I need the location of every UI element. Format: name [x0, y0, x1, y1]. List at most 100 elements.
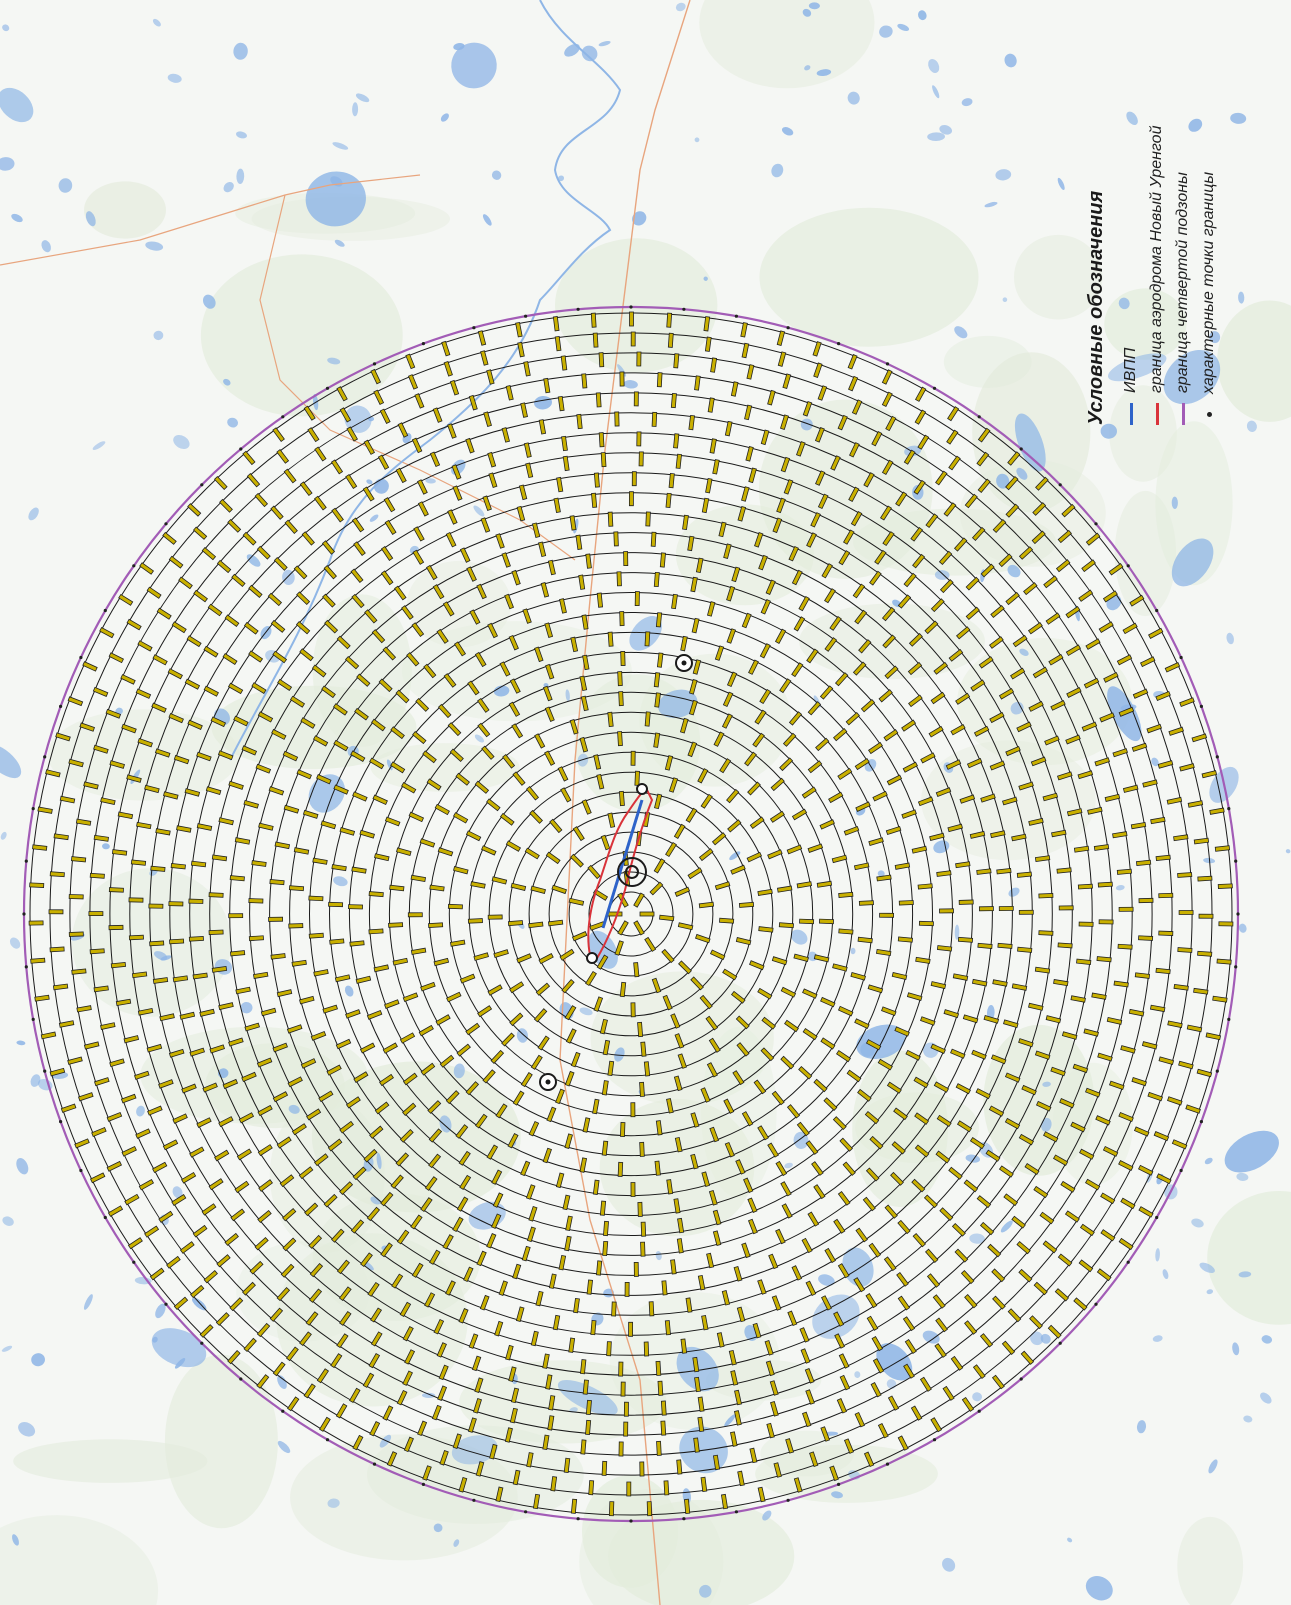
lake	[333, 876, 348, 887]
ring-label-mark	[248, 584, 263, 599]
ring-label-mark	[1083, 677, 1100, 689]
ring-label-mark	[820, 1037, 836, 1050]
ring-label-mark	[664, 1320, 671, 1336]
ring-label-mark	[67, 696, 84, 707]
ring-label-mark	[538, 419, 547, 435]
ring-label-mark	[1033, 1281, 1048, 1296]
ring-label-mark	[1065, 644, 1081, 657]
ring-label-mark	[871, 431, 883, 447]
ring-label-mark	[156, 607, 172, 620]
ring-label-mark	[128, 934, 144, 941]
ring-label-mark	[465, 437, 475, 454]
ring-label-mark	[328, 901, 344, 908]
ring-label-mark	[447, 722, 462, 737]
ring-label-mark	[752, 1322, 762, 1339]
ring-label-mark	[168, 901, 184, 907]
ring-label-mark	[456, 1043, 471, 1057]
ring-label-mark	[402, 1102, 417, 1116]
ring-label-mark	[495, 533, 505, 549]
ring-label-mark	[243, 621, 259, 635]
ring-label-mark	[1057, 771, 1073, 781]
ring-label-mark	[992, 518, 1007, 534]
ring-label-mark	[855, 801, 871, 812]
ring-label-mark	[428, 922, 444, 929]
ring-label-mark	[881, 606, 896, 622]
ring-label-mark	[1076, 958, 1092, 965]
ring-label-mark	[422, 750, 437, 764]
lake	[557, 1379, 618, 1416]
ring-label-mark	[760, 599, 771, 615]
boundary-point	[1126, 564, 1130, 568]
ring-label-mark	[465, 830, 482, 842]
ring-label-mark	[1164, 662, 1181, 673]
ring-label-mark	[1117, 943, 1133, 950]
ring-label-mark	[882, 634, 896, 649]
ring-label-mark	[208, 1178, 224, 1191]
ring-label-mark	[304, 1202, 319, 1217]
ring-label-mark	[867, 984, 884, 994]
ring-label-mark	[394, 585, 407, 601]
ring-label-mark	[186, 635, 202, 648]
ring-label-mark	[512, 1090, 525, 1106]
ring-label-mark	[788, 711, 803, 726]
ring-label-mark	[428, 1153, 442, 1169]
ring-label-mark	[630, 331, 636, 347]
ring-label-mark	[201, 546, 217, 561]
lake	[433, 1523, 443, 1533]
ring-label-mark	[960, 1270, 975, 1285]
ring-label-mark	[620, 1381, 626, 1397]
ring-label-mark	[92, 686, 109, 697]
ring-label-mark	[335, 1038, 352, 1050]
ring-label-mark	[276, 1136, 292, 1149]
ring-label-mark	[257, 1144, 273, 1157]
ring-label-mark	[833, 1218, 846, 1234]
boundary-point	[79, 655, 83, 660]
ring-label-mark	[618, 790, 625, 807]
ring-label-mark	[213, 475, 228, 491]
ring-label-mark	[701, 497, 710, 514]
ring-label-mark	[805, 1389, 815, 1405]
ring-label-mark	[438, 1364, 449, 1381]
ring-label-mark	[780, 456, 791, 473]
ring-label-mark	[555, 1172, 565, 1189]
ring-label-mark	[1134, 972, 1151, 979]
ring-label-mark	[59, 795, 76, 804]
ring-label-mark	[467, 680, 480, 696]
ring-label-mark	[269, 1307, 284, 1322]
ring-label-mark	[1054, 1288, 1070, 1302]
ring-label-mark	[445, 1090, 460, 1105]
land-patch	[706, 1359, 822, 1401]
ring-label-mark	[735, 1159, 746, 1175]
ring-label-mark	[913, 1076, 929, 1089]
ring-label-mark	[401, 782, 417, 794]
ring-label-mark	[997, 942, 1013, 949]
ring-label-mark	[722, 968, 738, 981]
ring-label-mark	[935, 1317, 948, 1333]
ring-label-mark	[249, 1260, 264, 1275]
legend-swatch-aerodrome-boundary	[1155, 403, 1159, 425]
ring-label-mark	[495, 1486, 504, 1503]
boundary-point	[24, 859, 28, 863]
land-patch	[13, 1439, 208, 1483]
ring-label-mark	[569, 515, 577, 531]
ring-label-mark	[554, 335, 562, 352]
ring-label-mark	[868, 1242, 882, 1258]
ring-label-mark	[420, 1062, 436, 1076]
ring-label-mark	[402, 1072, 418, 1086]
ring-label-mark	[829, 615, 842, 631]
ring-label-mark	[1079, 1148, 1095, 1160]
ring-label-mark	[382, 646, 397, 661]
aerodrome-reference-point	[617, 857, 647, 887]
ring-label-mark	[599, 1200, 607, 1216]
lake	[453, 1063, 465, 1079]
ring-label-mark	[643, 1341, 650, 1357]
land-patch	[760, 1430, 854, 1477]
ring-label-mark	[712, 1230, 722, 1246]
ring-label-mark	[591, 492, 598, 508]
ring-label-mark	[339, 1181, 354, 1195]
ring-label-mark	[314, 1153, 329, 1167]
ring-label-mark	[1205, 1032, 1222, 1041]
ring-label-mark	[322, 1004, 338, 1014]
ring-label-mark	[515, 1306, 525, 1322]
